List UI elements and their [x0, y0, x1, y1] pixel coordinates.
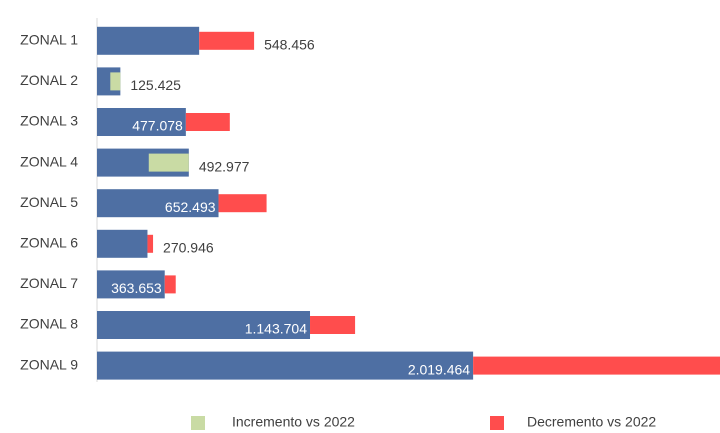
y-tick-label: ZONAL 5: [20, 194, 78, 210]
bar: [97, 108, 186, 136]
y-tick-label: ZONAL 3: [20, 113, 78, 129]
decrement-bar: [147, 234, 154, 253]
decrement-bar: [185, 113, 230, 131]
y-tick-label: ZONAL 6: [20, 235, 78, 251]
decrement-bar: [218, 194, 267, 213]
bar: [97, 351, 474, 380]
y-tick-label: ZONAL 1: [20, 32, 78, 48]
bar: [97, 270, 165, 299]
bar: [97, 26, 200, 55]
y-tick-label: ZONAL 9: [20, 356, 78, 372]
decrement-bar: [199, 31, 255, 50]
data-label: 492.977: [199, 158, 250, 174]
legend-label: Decremento vs 2022: [527, 414, 656, 430]
data-label: 652.493: [165, 199, 216, 215]
legend-label: Incremento vs 2022: [232, 414, 355, 430]
data-label: 2.019.464: [408, 361, 470, 377]
data-label: 125.425: [130, 77, 181, 93]
bar: [97, 229, 148, 258]
increment-bar: [148, 153, 189, 172]
data-label: 270.946: [163, 240, 214, 256]
data-label: 363.653: [111, 280, 162, 296]
decrement-bar: [310, 316, 356, 334]
decrement-bar: [473, 356, 720, 375]
bar: [97, 189, 219, 218]
legend-swatch: [191, 416, 205, 430]
data-label: 477.078: [132, 118, 183, 134]
y-tick-label: ZONAL 7: [20, 275, 78, 291]
y-tick-label: ZONAL 4: [20, 153, 78, 169]
data-label: 548.456: [264, 37, 315, 53]
legend-swatch: [490, 416, 504, 430]
decrement-bar: [164, 275, 176, 294]
y-tick-label: ZONAL 2: [20, 72, 78, 88]
increment-bar: [110, 72, 121, 91]
y-tick-label: ZONAL 8: [20, 316, 78, 332]
bar: [97, 311, 311, 339]
data-label: 1.143.704: [245, 321, 307, 337]
